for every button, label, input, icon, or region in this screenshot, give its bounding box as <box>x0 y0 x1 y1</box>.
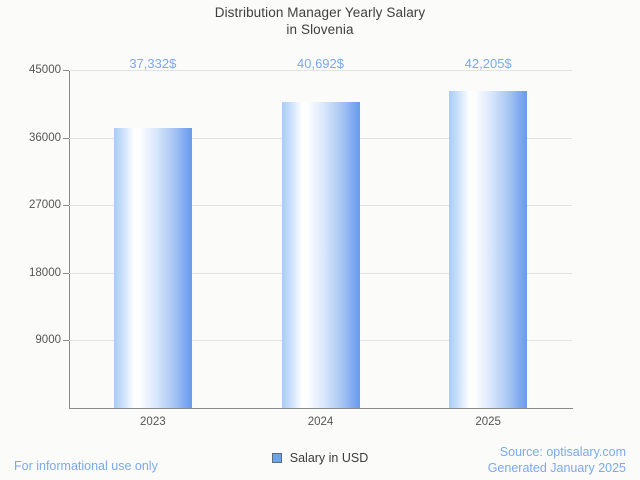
source-text: Source: optisalary.com <box>499 445 626 459</box>
x-axis-tick-label: 2023 <box>140 416 166 428</box>
legend-item-label: Salary in USD <box>289 451 369 465</box>
y-axis-tick-mark <box>63 205 69 207</box>
chart-title-line-1: Distribution Manager Yearly Salary <box>214 5 426 20</box>
generated-text: Generated January 2025 <box>487 461 626 475</box>
bar[interactable] <box>449 91 528 408</box>
bar-value-label: 40,692$ <box>297 56 344 71</box>
disclaimer-text: For informational use only <box>14 459 158 473</box>
bar-value-label: 42,205$ <box>464 56 512 71</box>
bar[interactable] <box>281 102 360 408</box>
y-axis-tick-label: 27000 <box>29 199 61 212</box>
chart-title: Distribution Manager Yearly Salary in Sl… <box>0 4 640 38</box>
y-axis-tick-label: 9000 <box>35 334 61 347</box>
y-axis-tick-label: 18000 <box>29 266 61 279</box>
bar-value-label: 37,332$ <box>129 56 177 71</box>
y-axis-tick-mark <box>63 70 69 71</box>
chart-legend: Salary in USD <box>0 451 640 465</box>
y-axis-line <box>69 70 70 409</box>
y-axis-tick-label: 45000 <box>29 64 61 76</box>
plot-area <box>69 70 572 408</box>
y-axis-tick-mark <box>63 340 69 342</box>
x-axis-tick-label: 2024 <box>307 416 334 428</box>
legend-swatch-icon <box>271 453 282 463</box>
x-axis-tick-label: 2025 <box>475 416 501 428</box>
chart-title-line-2: in Slovenia <box>286 22 354 37</box>
y-axis-tick-mark <box>63 137 69 139</box>
bar[interactable] <box>113 127 192 408</box>
y-axis-tick-label: 36000 <box>29 131 61 144</box>
gridline <box>69 70 572 71</box>
x-axis-line <box>69 408 573 409</box>
source-block: Source: optisalary.com Generated January… <box>488 444 626 476</box>
y-axis-tick-mark <box>63 272 69 274</box>
